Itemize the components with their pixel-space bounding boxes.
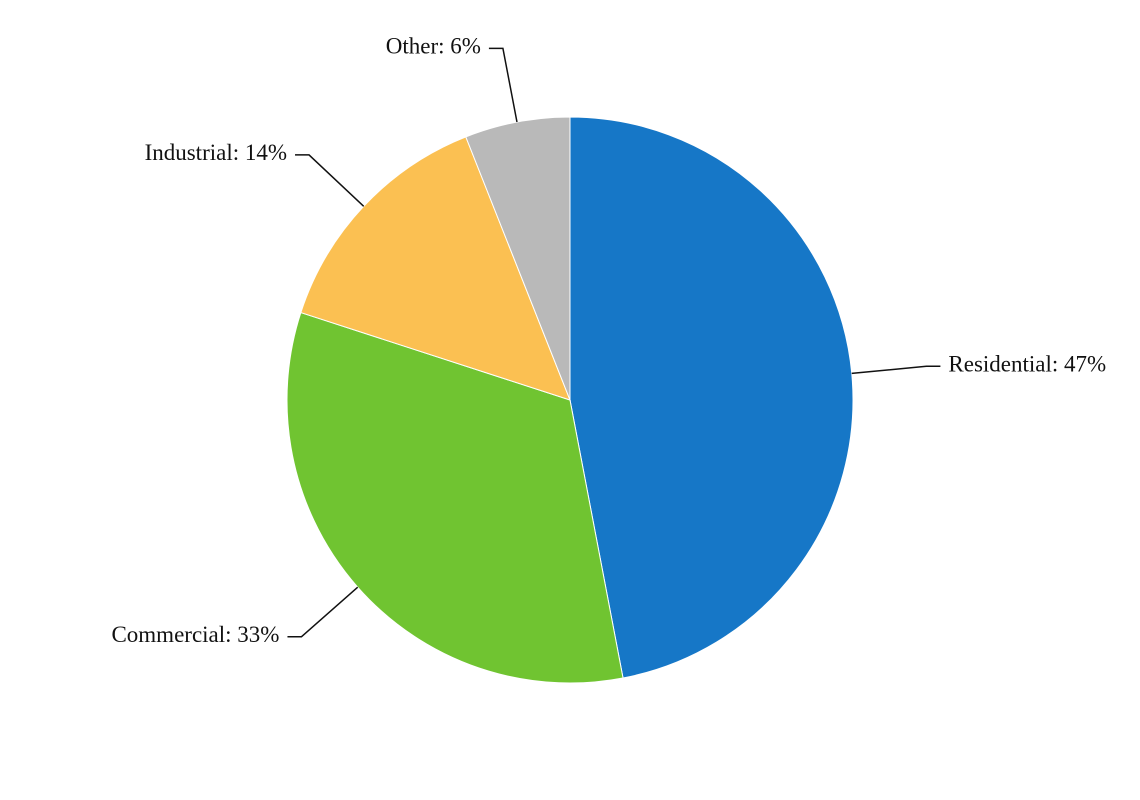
leader-line: [851, 365, 941, 375]
pie-slice: [286, 311, 624, 684]
data-label: Residential: 47%: [948, 352, 1106, 377]
data-label: Industrial: 14%: [145, 140, 287, 165]
data-label: Commercial: 33%: [111, 622, 279, 647]
leader-line: [287, 586, 359, 638]
leader-line: [488, 47, 518, 123]
leader-line: [295, 154, 365, 207]
data-label: Other: 6%: [386, 34, 481, 59]
pie-slice: [569, 116, 854, 679]
